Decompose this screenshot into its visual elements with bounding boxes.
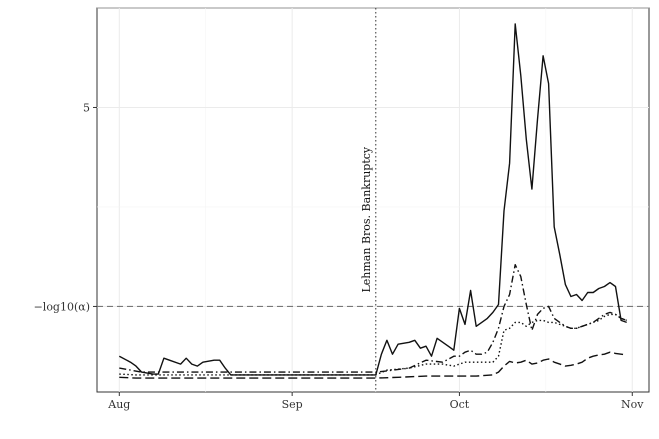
axes: Aug Sep Oct Nov 5 −log10(α) <box>34 101 645 411</box>
y-tick-label: −log10(α) <box>34 300 90 313</box>
series-line-4 <box>119 351 627 379</box>
series-line-1 <box>118 23 627 376</box>
x-tick-label: Oct <box>450 398 470 411</box>
y-tick-label: 5 <box>83 101 90 114</box>
series-line-3 <box>119 313 627 376</box>
x-tick-label: Nov <box>621 398 644 411</box>
event-label: Lehman Bros. Bankruptcy <box>360 146 373 292</box>
x-tick-label: Aug <box>107 398 130 411</box>
x-tick-label: Sep <box>282 398 303 411</box>
plot-panel <box>96 7 650 393</box>
chart-marks: Lehman Bros. Bankruptcy <box>97 8 649 392</box>
